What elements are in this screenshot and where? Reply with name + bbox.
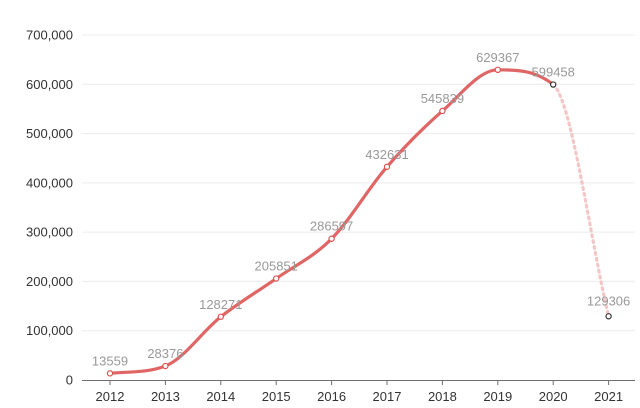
data-label: 13559 [92,353,128,368]
data-label: 129306 [587,293,630,308]
data-point [605,313,612,320]
data-label: 28376 [147,346,183,361]
x-tick-label: 2019 [483,389,512,404]
y-axis: 0 100,000 200,000 300,000 400,000 500,000 600,… [26,28,73,388]
data-point [328,235,335,242]
grid-lines [82,34,635,332]
y-tick-label: 600,000 [26,77,73,92]
data-point [383,163,391,170]
data-label: 128271 [199,297,242,312]
x-tick-label: 2014 [206,389,235,404]
data-label: 629367 [476,50,519,65]
y-tick-label: 0 [66,373,73,388]
y-tick-label: 700,000 [26,28,73,43]
x-tick-label: 2020 [539,389,568,404]
data-label: 432631 [365,147,408,162]
x-tick-label: 2017 [373,389,402,404]
x-tick-label: 2016 [317,389,346,404]
data-label: 599458 [532,65,575,80]
x-tick-label: 2013 [151,389,180,404]
y-tick-label: 500,000 [26,126,73,141]
data-label: 205851 [255,259,298,274]
y-tick-label: 100,000 [26,323,73,338]
series-points [106,66,612,377]
y-tick-label: 400,000 [26,175,73,190]
data-label: 286597 [310,219,353,234]
data-point [162,362,169,370]
x-tick-label: 2015 [262,389,291,404]
series-line-projected [551,82,611,318]
x-tick-label: 2018 [428,389,457,404]
data-point [439,107,446,115]
x-axis: 2012 2013 2014 2015 2016 2017 2018 2019 2020 2021 [82,380,635,404]
x-tick-label: 2021 [594,389,623,404]
data-point [217,313,224,320]
y-tick-label: 200,000 [26,274,73,289]
y-tick-label: 300,000 [26,225,73,240]
data-point [273,275,280,282]
data-point [106,370,114,377]
data-labels: 13559 28376 128271 205851 286597 432631 545839… [92,50,630,369]
data-point [550,81,557,88]
data-label: 545839 [421,91,464,106]
x-tick-label: 2012 [96,389,125,404]
data-point [494,66,501,74]
series-line [108,68,611,375]
